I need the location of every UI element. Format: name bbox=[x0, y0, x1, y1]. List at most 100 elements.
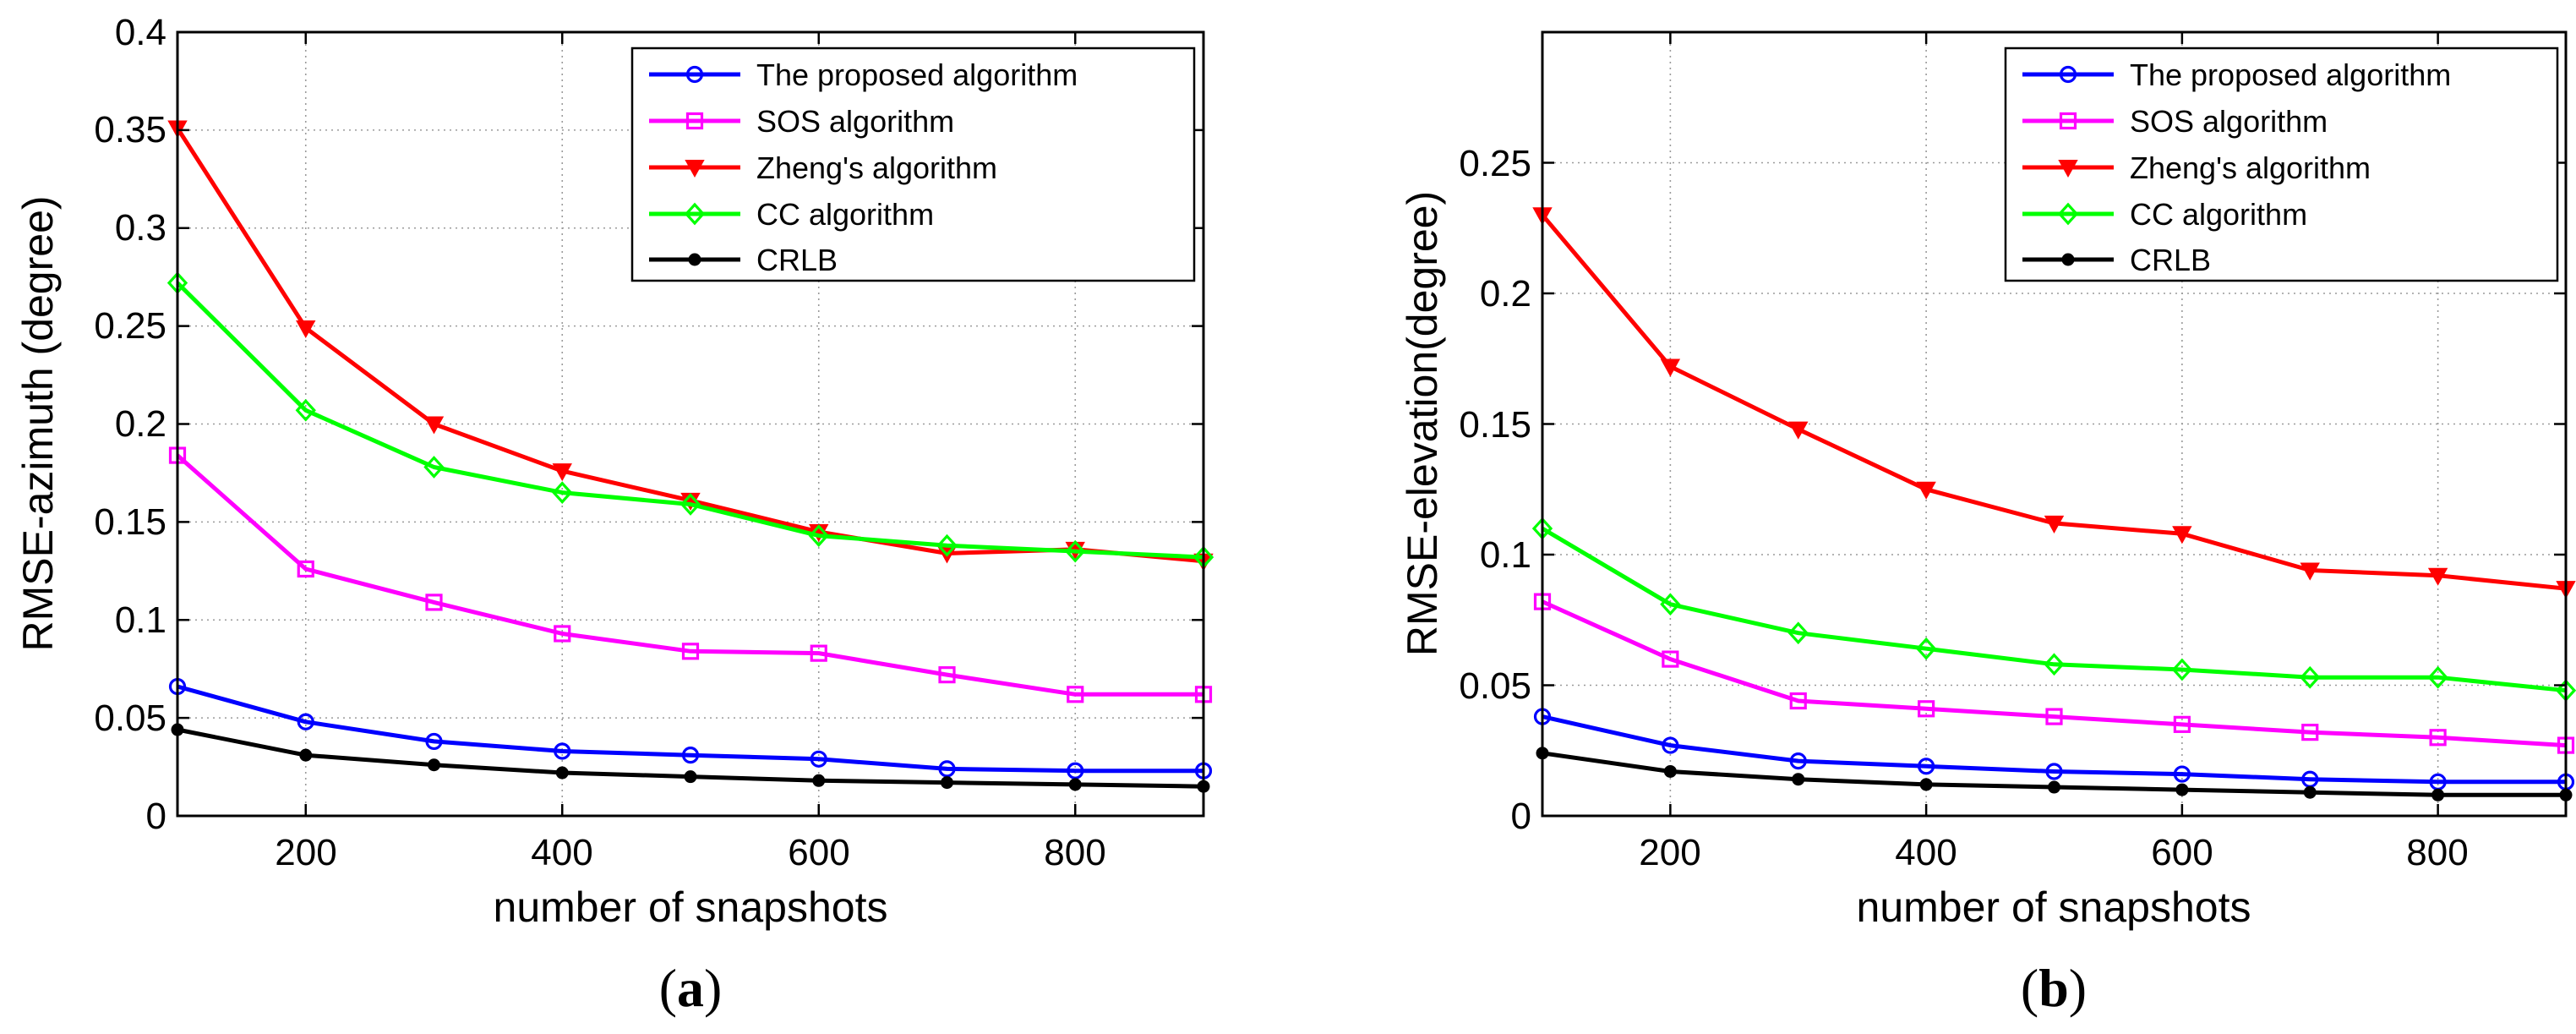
data-point bbox=[1789, 692, 1807, 710]
data-point bbox=[812, 774, 826, 787]
legend-marker bbox=[2059, 112, 2077, 130]
data-point bbox=[2431, 788, 2445, 801]
legend-label: Zheng's algorithm bbox=[756, 150, 997, 185]
legend-label: SOS algorithm bbox=[756, 104, 954, 139]
legend-marker bbox=[2061, 253, 2075, 266]
data-point bbox=[552, 463, 572, 482]
data-point bbox=[425, 594, 443, 611]
data-point bbox=[1068, 778, 1082, 791]
y-tick-label: 0.25 bbox=[94, 305, 166, 347]
x-tick-label: 800 bbox=[2406, 832, 2468, 873]
legend-marker bbox=[685, 112, 704, 130]
data-point bbox=[1916, 481, 1936, 500]
x-tick-labels: 200 400 600 800 bbox=[1639, 832, 2468, 873]
y-tick-label: 0.2 bbox=[115, 403, 166, 445]
data-point bbox=[1787, 621, 1809, 645]
series-line bbox=[176, 281, 1204, 560]
data-point bbox=[1919, 778, 1933, 791]
data-point bbox=[810, 644, 827, 662]
legend-label: CRLB bbox=[2130, 243, 2211, 277]
data-point bbox=[2173, 715, 2191, 733]
data-point bbox=[2045, 708, 2063, 725]
data-point bbox=[1789, 752, 1807, 770]
x-axis-label: number of snapshots bbox=[494, 884, 888, 931]
data-point bbox=[1065, 539, 1086, 563]
data-point bbox=[2048, 780, 2060, 794]
data-point bbox=[679, 493, 701, 516]
data-point bbox=[1067, 686, 1084, 703]
y-tick-label: 0.1 bbox=[115, 599, 166, 641]
data-point bbox=[1918, 700, 1935, 718]
y-tick-label: 0.25 bbox=[1459, 143, 1531, 184]
data-point bbox=[2172, 526, 2192, 544]
y-tick-label: 0 bbox=[146, 796, 166, 837]
data-point bbox=[423, 416, 445, 435]
data-point bbox=[554, 742, 571, 760]
x-tick-label: 600 bbox=[788, 832, 849, 873]
data-point bbox=[297, 560, 314, 578]
data-point bbox=[1663, 764, 1677, 778]
data-point bbox=[1660, 593, 1681, 616]
x-tick-label: 400 bbox=[1895, 832, 1957, 873]
data-point bbox=[1915, 637, 1937, 660]
legend-label: Zheng's algorithm bbox=[2130, 150, 2371, 185]
legend-keys bbox=[2022, 65, 2114, 266]
data-point bbox=[681, 643, 700, 660]
data-point bbox=[684, 770, 697, 784]
legend-keys bbox=[649, 65, 740, 266]
y-tick-labels: 0 0.05 0.1 0.15 0.2 0.25 bbox=[1459, 143, 1531, 837]
data-point bbox=[2429, 729, 2447, 747]
x-tick-label: 600 bbox=[2151, 832, 2213, 873]
data-point bbox=[1662, 650, 1679, 668]
x-tick-label: 800 bbox=[1044, 832, 1105, 873]
legend-label: CC algorithm bbox=[2130, 197, 2307, 232]
y-tick-label: 0.1 bbox=[1480, 534, 1531, 576]
data-point bbox=[428, 758, 440, 772]
x-axis-label: number of snapshots bbox=[1857, 884, 2251, 931]
legend-label: CC algorithm bbox=[756, 197, 934, 232]
data-point bbox=[2044, 515, 2065, 533]
series-line bbox=[1541, 599, 2567, 748]
x-tick-label: 200 bbox=[1639, 832, 1700, 873]
legend-label: The proposed algorithm bbox=[2130, 57, 2451, 92]
data-point bbox=[552, 481, 573, 504]
y-tick-label: 0.05 bbox=[1459, 665, 1531, 707]
data-point bbox=[938, 666, 956, 684]
y-tick-label: 0.2 bbox=[1480, 273, 1531, 315]
series-line bbox=[176, 453, 1203, 697]
legend-label: SOS algorithm bbox=[2130, 104, 2328, 139]
legend-marker bbox=[2059, 65, 2077, 84]
series-line bbox=[1541, 526, 2567, 693]
legend: The proposed algorithm SOS algorithm Zhe… bbox=[2004, 47, 2559, 282]
legend-marker bbox=[688, 253, 701, 266]
data-point bbox=[1660, 358, 1681, 377]
y-tick-label: 0.05 bbox=[94, 698, 166, 739]
data-point bbox=[297, 713, 314, 730]
series-line bbox=[1542, 714, 2566, 785]
data-point bbox=[2301, 724, 2319, 741]
data-point bbox=[425, 732, 443, 751]
data-point bbox=[1788, 421, 1809, 440]
legend-marker bbox=[685, 65, 704, 84]
data-point bbox=[938, 760, 956, 778]
y-tick-label: 0 bbox=[1511, 796, 1531, 837]
data-point bbox=[1067, 762, 1084, 780]
legend-marker bbox=[2058, 160, 2078, 178]
series-group bbox=[1531, 207, 2576, 801]
y-tick-label: 0.15 bbox=[94, 501, 166, 543]
data-point bbox=[1792, 773, 1805, 786]
data-point bbox=[2300, 562, 2320, 581]
y-tick-labels: 0 0.05 0.1 0.15 0.2 0.25 0.3 0.35 0.4 bbox=[94, 12, 166, 837]
legend-marker bbox=[684, 202, 706, 226]
data-point bbox=[941, 776, 953, 790]
x-tick-labels: 200 400 600 800 bbox=[275, 832, 1105, 873]
chart-panel-b: The proposed algorithm SOS algorithm Zhe… bbox=[1399, 30, 2576, 1018]
legend-marker bbox=[685, 160, 705, 178]
y-tick-label: 0.15 bbox=[1459, 404, 1531, 446]
legend-box bbox=[630, 47, 1196, 282]
y-tick-label: 0.3 bbox=[115, 207, 166, 249]
x-tick-label: 200 bbox=[275, 832, 336, 873]
data-point bbox=[2175, 783, 2189, 796]
data-point bbox=[2303, 785, 2317, 799]
data-point bbox=[1918, 758, 1935, 775]
